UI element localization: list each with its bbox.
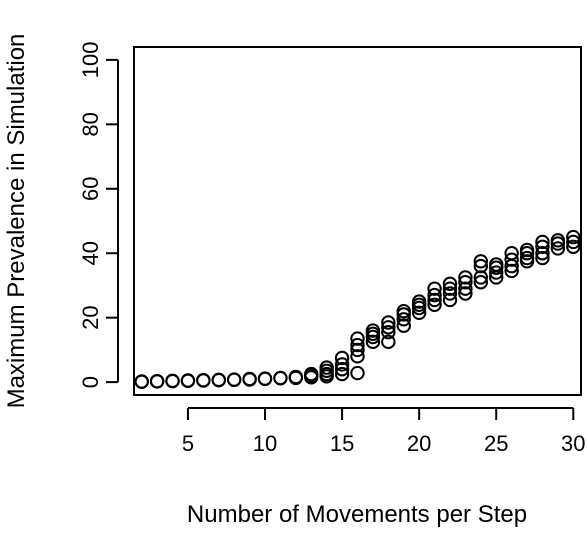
plot-box bbox=[133, 46, 582, 396]
data-point bbox=[350, 365, 365, 381]
data-point bbox=[504, 263, 519, 279]
data-point bbox=[535, 239, 550, 254]
data-point bbox=[442, 276, 458, 292]
data-point bbox=[334, 357, 350, 372]
data-point bbox=[304, 366, 319, 382]
data-point bbox=[350, 337, 365, 353]
data-point bbox=[473, 275, 489, 290]
x-tick-label: 15 bbox=[330, 431, 354, 456]
data-point bbox=[365, 323, 381, 338]
data-point bbox=[350, 342, 365, 358]
data-point bbox=[257, 371, 273, 386]
data-point bbox=[566, 234, 581, 250]
y-axis-title: Maximum Prevalence in Simulation bbox=[3, 34, 30, 409]
x-axis-title: Number of Movements per Step bbox=[187, 501, 527, 528]
data-point bbox=[149, 373, 165, 389]
data-point bbox=[319, 360, 334, 375]
data-point bbox=[396, 312, 411, 327]
x-tick-label: 30 bbox=[561, 431, 585, 456]
data-point bbox=[350, 331, 365, 346]
data-point bbox=[473, 258, 489, 274]
data-point bbox=[489, 265, 504, 280]
data-point bbox=[350, 349, 365, 364]
data-point bbox=[334, 366, 350, 382]
data-point bbox=[427, 297, 442, 312]
y-tick-label: 100 bbox=[78, 42, 103, 79]
data-point bbox=[458, 270, 473, 285]
data-point bbox=[134, 374, 149, 389]
data-point bbox=[381, 334, 396, 350]
data-point bbox=[334, 362, 350, 377]
data-point bbox=[226, 372, 242, 387]
data-points bbox=[134, 229, 581, 389]
x-tick-label: 20 bbox=[407, 431, 431, 456]
data-point bbox=[550, 233, 566, 248]
data-point bbox=[242, 371, 257, 387]
data-point bbox=[504, 252, 519, 267]
data-point bbox=[381, 324, 396, 340]
data-point bbox=[381, 315, 396, 330]
y-tick-label: 60 bbox=[78, 177, 103, 201]
data-point bbox=[442, 286, 458, 301]
data-point bbox=[427, 287, 442, 303]
data-point bbox=[458, 286, 473, 301]
data-point bbox=[489, 257, 504, 272]
y-tick-label: 80 bbox=[78, 112, 103, 136]
data-point bbox=[442, 292, 458, 308]
data-point bbox=[519, 250, 535, 266]
x-tick-label: 10 bbox=[253, 431, 277, 456]
data-point bbox=[411, 305, 427, 321]
x-tick-label: 25 bbox=[484, 431, 508, 456]
data-point bbox=[396, 304, 411, 319]
data-point bbox=[334, 350, 350, 366]
y-axis: 0 20 40 60 80 100 bbox=[78, 42, 119, 388]
data-point bbox=[427, 292, 442, 308]
data-point bbox=[504, 246, 519, 261]
x-tick-label: 5 bbox=[182, 431, 194, 456]
data-point bbox=[473, 254, 489, 269]
data-point bbox=[365, 334, 381, 350]
y-tick-label: 40 bbox=[78, 241, 103, 265]
y-tick-label: 20 bbox=[78, 305, 103, 329]
data-point bbox=[535, 246, 550, 261]
data-point bbox=[519, 242, 535, 258]
data-point bbox=[458, 275, 473, 290]
data-point bbox=[396, 318, 411, 333]
data-point bbox=[427, 281, 442, 296]
data-point bbox=[196, 372, 211, 388]
data-point bbox=[458, 281, 473, 296]
y-tick-label: 0 bbox=[78, 376, 103, 388]
data-point bbox=[535, 250, 550, 266]
data-point bbox=[411, 294, 427, 309]
data-point bbox=[165, 373, 180, 389]
data-point bbox=[566, 239, 581, 254]
x-axis: 5 10 15 20 25 30 bbox=[182, 407, 586, 456]
data-point bbox=[566, 229, 581, 245]
data-point bbox=[535, 234, 550, 250]
data-point bbox=[288, 369, 304, 385]
data-point bbox=[211, 372, 226, 388]
data-point bbox=[381, 320, 396, 335]
data-point bbox=[442, 281, 458, 296]
data-point bbox=[180, 373, 196, 388]
data-point bbox=[550, 241, 566, 256]
data-point bbox=[273, 370, 288, 386]
data-point bbox=[473, 270, 489, 285]
